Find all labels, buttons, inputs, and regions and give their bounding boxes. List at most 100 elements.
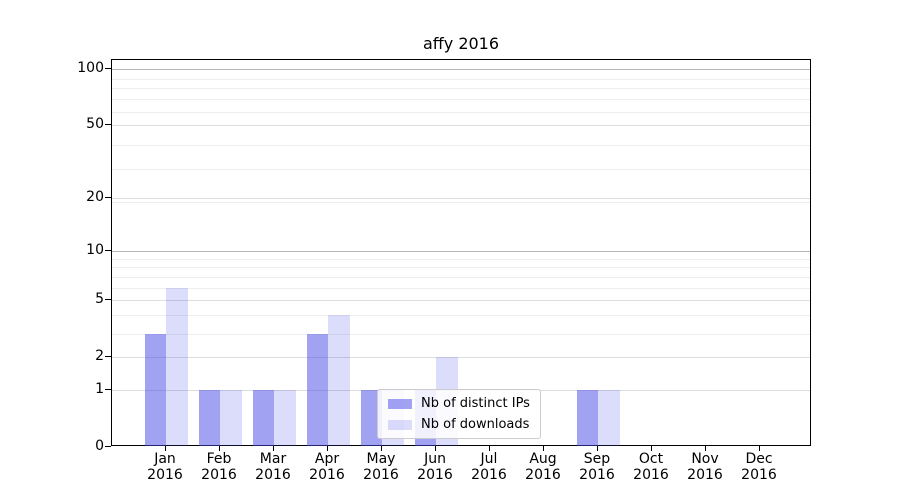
major-gridline (112, 357, 810, 359)
minor-gridline (112, 145, 810, 146)
bar-downloads (274, 390, 296, 446)
minor-gridline (112, 78, 810, 80)
legend-swatch (388, 398, 412, 409)
bar-downloads (598, 390, 620, 446)
x-tick-label: Apr 2016 (295, 451, 359, 483)
x-tick-mark (543, 446, 544, 451)
major-gridline (112, 197, 810, 199)
legend-label: Nb of downloads (421, 417, 530, 432)
x-tick-year: 2016 (633, 467, 669, 483)
x-tick-mark (435, 446, 436, 451)
x-tick-month: Mar (259, 451, 287, 467)
x-tick-month: Feb (206, 451, 232, 467)
x-tick-label: May 2016 (349, 451, 413, 483)
major-gridline (112, 300, 810, 302)
x-tick-year: 2016 (363, 467, 399, 483)
major-gridline (112, 250, 810, 252)
y-tick-mark (105, 196, 111, 198)
x-tick-mark (219, 446, 220, 451)
x-tick-label: Jan 2016 (133, 451, 197, 483)
x-tick-year: 2016 (201, 467, 237, 483)
x-tick-label: Sep 2016 (565, 451, 629, 483)
minor-gridline (112, 88, 810, 90)
x-tick-month: May (366, 451, 396, 467)
y-tick-label: 100 (77, 60, 104, 77)
plot-area (111, 59, 811, 446)
minor-gridline (112, 168, 810, 170)
minor-gridline (112, 333, 810, 335)
bar-downloads (166, 287, 188, 446)
y-tick-mark (105, 356, 111, 358)
bar-distinct-ips (144, 333, 166, 446)
y-tick-mark (105, 299, 111, 301)
x-tick-mark (327, 446, 328, 451)
y-tick-label: 5 (95, 291, 104, 308)
x-tick-mark (651, 446, 652, 451)
x-tick-label: Dec 2016 (727, 451, 791, 483)
bar-downloads (328, 315, 350, 446)
x-tick-mark (489, 446, 490, 451)
x-tick-month: Aug (529, 451, 557, 467)
x-tick-month: Jul (480, 451, 498, 467)
x-tick-mark (597, 446, 598, 451)
legend-item: Nb of distinct IPs (388, 396, 530, 411)
y-tick-mark (105, 249, 111, 251)
x-tick-mark (759, 446, 760, 451)
minor-gridline (112, 258, 810, 260)
y-tick-mark (105, 446, 111, 447)
y-tick-mark (105, 68, 111, 70)
y-tick-mark (105, 389, 111, 391)
x-tick-month: Jun (424, 451, 446, 467)
chart-title: affy 2016 (422, 34, 500, 53)
x-tick-label: Jun 2016 (403, 451, 467, 483)
x-tick-year: 2016 (147, 467, 183, 483)
major-gridline (112, 125, 810, 127)
x-tick-month: Oct (638, 451, 664, 467)
legend-swatch (388, 419, 412, 430)
x-tick-label: Mar 2016 (241, 451, 305, 483)
legend-item: Nb of downloads (388, 417, 530, 432)
x-tick-month: Apr (314, 451, 340, 467)
minor-gridline (112, 111, 810, 113)
x-tick-label: Feb 2016 (187, 451, 251, 483)
x-tick-month: Dec (745, 451, 773, 467)
x-tick-mark (273, 446, 274, 451)
legend-label: Nb of distinct IPs (421, 396, 530, 411)
x-tick-month: Jan (154, 451, 176, 467)
x-tick-year: 2016 (687, 467, 723, 483)
x-tick-year: 2016 (471, 467, 507, 483)
y-tick-label: 1 (95, 381, 104, 398)
x-tick-month: Sep (583, 451, 611, 467)
bar-distinct-ips (306, 333, 328, 446)
x-tick-year: 2016 (309, 467, 345, 483)
x-tick-mark (381, 446, 382, 451)
bar-distinct-ips (360, 390, 382, 446)
x-tick-label: Oct 2016 (619, 451, 683, 483)
bar-distinct-ips (576, 390, 598, 446)
y-tick-label: 10 (86, 241, 104, 258)
legend: Nb of distinct IPs Nb of downloads (377, 389, 541, 439)
x-tick-label: Jul 2016 (457, 451, 521, 483)
y-tick-mark (105, 124, 111, 126)
y-tick-label: 2 (95, 348, 104, 365)
major-gridline (112, 69, 810, 71)
x-tick-label: Aug 2016 (511, 451, 575, 483)
x-tick-mark (165, 446, 166, 451)
bar-downloads (220, 390, 242, 446)
bar-distinct-ips (252, 390, 274, 446)
y-tick-label: 20 (86, 188, 104, 205)
x-tick-mark (705, 446, 706, 451)
x-tick-year: 2016 (525, 467, 561, 483)
minor-gridline (112, 315, 810, 317)
x-tick-year: 2016 (417, 467, 453, 483)
bar-distinct-ips (198, 390, 220, 446)
minor-gridline (112, 201, 810, 203)
y-tick-label: 0 (95, 438, 104, 454)
minor-gridline (112, 276, 810, 278)
x-tick-label: Nov 2016 (673, 451, 737, 483)
minor-gridline (112, 99, 810, 101)
minor-gridline (112, 287, 810, 289)
y-tick-label: 50 (86, 116, 104, 133)
x-tick-year: 2016 (255, 467, 291, 483)
